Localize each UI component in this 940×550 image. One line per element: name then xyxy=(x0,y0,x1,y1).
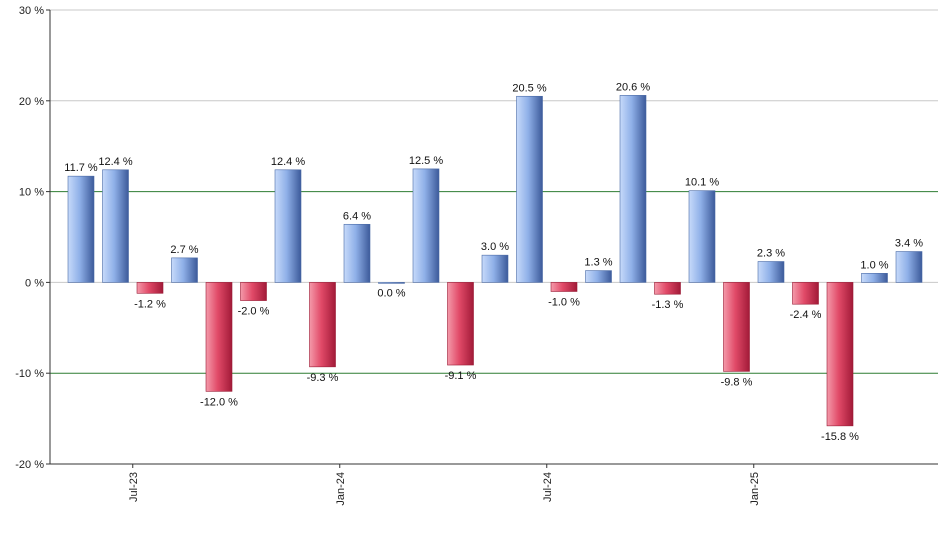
bar xyxy=(550,282,578,292)
bar-data-label: 20.6 % xyxy=(616,81,650,93)
bar-data-label: -12.0 % xyxy=(200,396,238,408)
y-tick-label: 30 % xyxy=(19,5,44,17)
bar-data-label: 1.0 % xyxy=(860,259,888,271)
bar-data-label: 20.5 % xyxy=(512,82,546,94)
bar xyxy=(826,282,854,427)
y-tick-label: 0 % xyxy=(25,277,44,289)
bar-data-label: 11.7 % xyxy=(64,162,98,174)
bar-data-label: -9.1 % xyxy=(445,370,477,382)
bar-data-label: -1.3 % xyxy=(652,299,684,311)
bar-data-label: -9.8 % xyxy=(721,376,753,388)
bar xyxy=(861,273,888,283)
bar-data-label: 12.4 % xyxy=(98,156,132,168)
bar xyxy=(481,254,509,283)
y-tick-label: 10 % xyxy=(19,187,44,199)
bar-data-label: 0.0 % xyxy=(377,287,405,299)
bar xyxy=(585,270,612,283)
bars xyxy=(67,95,923,427)
y-tick-label: -10 % xyxy=(15,368,44,380)
bar-data-label: 2.7 % xyxy=(170,244,198,256)
bar-data-label: 6.4 % xyxy=(343,210,371,222)
bar xyxy=(723,282,750,372)
x-tick-label: Jul-24 xyxy=(542,472,554,502)
bar-data-label: 12.5 % xyxy=(409,155,443,167)
bar xyxy=(274,169,302,283)
y-tick-label: -20 % xyxy=(15,459,44,471)
axes: -20 % -10 % 0 % 10 % 20 % 30 % Jul-23 Jan-24 Jul… xyxy=(15,5,938,506)
bar-data-label: 12.4 % xyxy=(271,156,305,168)
bar xyxy=(309,282,336,368)
bar-data-label: 3.0 % xyxy=(481,241,509,253)
bar xyxy=(205,282,233,392)
y-tick-label: 20 % xyxy=(19,96,44,108)
bar-data-label: -2.0 % xyxy=(238,306,270,318)
bar xyxy=(136,282,164,294)
bar xyxy=(240,282,267,301)
bar-data-label: -15.8 % xyxy=(821,431,859,443)
bar xyxy=(654,282,681,295)
bar xyxy=(447,282,474,366)
bar-data-label: 10.1 % xyxy=(685,177,719,189)
bar xyxy=(792,282,819,305)
bar xyxy=(378,282,405,284)
bar xyxy=(688,190,716,283)
bar xyxy=(67,175,95,283)
bar xyxy=(412,168,440,283)
bar-data-label: 2.3 % xyxy=(757,248,785,260)
x-tick-label: Jul-23 xyxy=(128,472,140,502)
bar xyxy=(102,169,129,283)
bar-data-label: -1.0 % xyxy=(548,296,580,308)
bar xyxy=(619,95,647,283)
x-tick-label: Jan-25 xyxy=(749,472,761,506)
bar-data-label: -2.4 % xyxy=(790,309,822,321)
data-labels: 11.7 %12.4 %-1.2 %2.7 %-12.0 %-2.0 %12.4… xyxy=(64,81,923,443)
bar xyxy=(171,257,198,283)
bar xyxy=(895,251,923,283)
x-tick-label: Jan-24 xyxy=(335,472,347,506)
bar-data-label: -9.3 % xyxy=(307,372,339,384)
bar xyxy=(516,95,543,283)
bar-data-label: -1.2 % xyxy=(134,298,166,310)
bar xyxy=(343,223,371,283)
grid-lines xyxy=(50,9,938,374)
bar-data-label: 3.4 % xyxy=(895,238,923,250)
bar-data-label: 1.3 % xyxy=(584,257,612,269)
bar xyxy=(757,261,785,283)
